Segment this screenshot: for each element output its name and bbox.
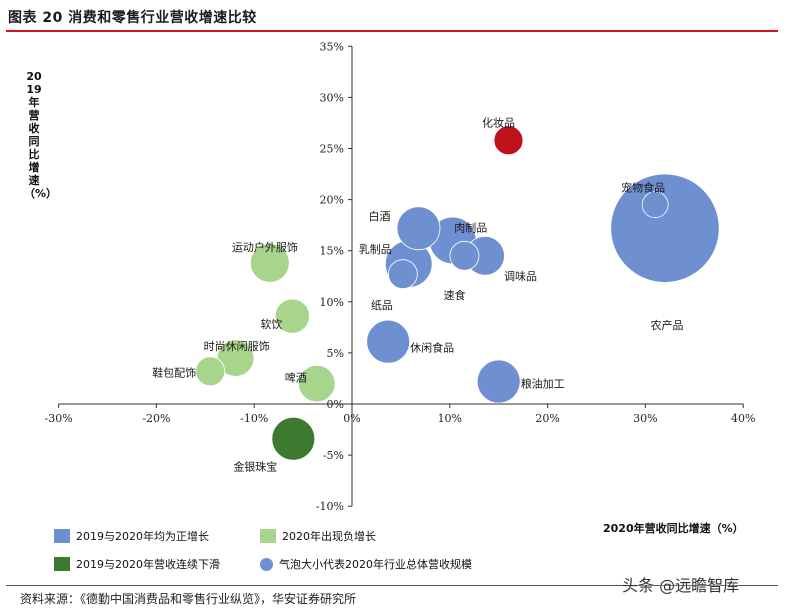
y-tick-label: 35%: [320, 40, 344, 53]
bubble-3: [396, 206, 441, 251]
bubble-16: [271, 416, 316, 461]
bubble-label-3: 白酒: [369, 209, 391, 223]
watermark: 头条 @远瞻智库: [622, 576, 740, 595]
bubble-9: [366, 319, 411, 364]
legend-item-bubble-size: 气泡大小代表2020年行业总体营收规模: [260, 556, 472, 572]
legend-item-positive: 2019与2020年均为正增长: [54, 528, 209, 544]
x-tick-label: -20%: [142, 412, 170, 425]
bubble-label-9: 休闲食品: [410, 341, 454, 355]
legend-label: 2020年出现负增长: [282, 530, 376, 543]
bubble-10: [476, 359, 521, 404]
y-tick-label: 30%: [320, 91, 344, 104]
x-axis-label: 2020年营收同比增速（%）: [603, 522, 744, 535]
bubble-label-7: 乳制品: [359, 243, 392, 256]
x-tick-label: 20%: [535, 412, 559, 425]
bubble-1: [641, 191, 669, 219]
legend-item-negative-2020: 2020年出现负增长: [260, 528, 376, 544]
bubble-14: [195, 356, 226, 387]
bubble-label-0: 化妆品: [482, 115, 515, 129]
legend-label: 气泡大小代表2020年行业总体营收规模: [279, 558, 472, 571]
y-tick-label: 15%: [320, 245, 344, 258]
x-tick-label: 10%: [438, 412, 462, 425]
bubble-label-2: 农产品: [650, 318, 683, 332]
y-tick-label: -10%: [316, 500, 344, 513]
bubble-label-6: 速食: [443, 288, 465, 302]
bubble-label-10: 粮油加工: [521, 377, 565, 391]
figure-title-bar: 图表 20 消费和零售行业营收增速比较: [6, 4, 778, 32]
footer-rule: [6, 585, 778, 586]
legend-label: 2019与2020年均为正增长: [76, 530, 209, 543]
x-tick-label: -10%: [240, 412, 268, 425]
y-axis-label: 2019年营收同比增速（%）: [24, 70, 58, 200]
x-tick-label: -30%: [45, 412, 73, 425]
source-note: 资料来源：《德勤中国消费品和零售行业纵览》，华安证券研究所: [20, 592, 357, 606]
bubble-label-5: 调味品: [504, 270, 537, 283]
x-tick-label: 0%: [343, 412, 360, 425]
bubble-2: [610, 173, 720, 283]
bubble-13: [216, 339, 255, 377]
title-rule: [6, 30, 778, 32]
y-tick-label: 10%: [320, 296, 344, 309]
bubble-label-16: 金银珠宝: [233, 460, 277, 474]
bubble-label-13: 时尚休闲服饰: [204, 339, 270, 353]
y-tick-label: 5%: [327, 347, 344, 360]
bubble-label-4: 肉制品: [454, 221, 487, 234]
chart-legend: 2019与2020年均为正增长 2020年出现负增长 2019与2020年营收连…: [54, 528, 574, 576]
bubble-0: [493, 125, 524, 156]
bubble-label-8: 纸品: [371, 299, 393, 312]
bubble-label-14: 鞋包配饰: [152, 365, 196, 379]
bubble-15: [298, 364, 336, 403]
y-tick-label: 0%: [327, 398, 344, 411]
x-tick-label: 30%: [633, 412, 657, 425]
legend-bubble-icon: [260, 557, 273, 571]
x-tick-label: 40%: [731, 412, 755, 425]
bubble-11: [249, 243, 290, 283]
legend-item-decline: 2019与2020年营收连续下滑: [54, 556, 220, 572]
legend-swatch-blue: [54, 529, 70, 543]
legend-label: 2019与2020年营收连续下滑: [76, 558, 220, 571]
bubble-6: [449, 240, 480, 271]
legend-swatch-darkgreen: [54, 557, 70, 571]
bubble-label-1: 宠物食品: [621, 181, 665, 195]
bubble-label-12: 软饮: [260, 317, 282, 331]
legend-swatch-lightgreen: [260, 529, 276, 543]
y-tick-label: -5%: [323, 449, 344, 462]
figure-title: 图表 20 消费和零售行业营收增速比较: [8, 10, 257, 26]
y-tick-label: 25%: [320, 143, 344, 156]
y-tick-label: 20%: [320, 194, 344, 207]
bubble-label-15: 啤酒: [285, 371, 307, 385]
bubble-label-11: 运动户外服饰: [232, 240, 298, 254]
bubble-12: [274, 298, 310, 334]
bubble-8: [387, 259, 418, 290]
